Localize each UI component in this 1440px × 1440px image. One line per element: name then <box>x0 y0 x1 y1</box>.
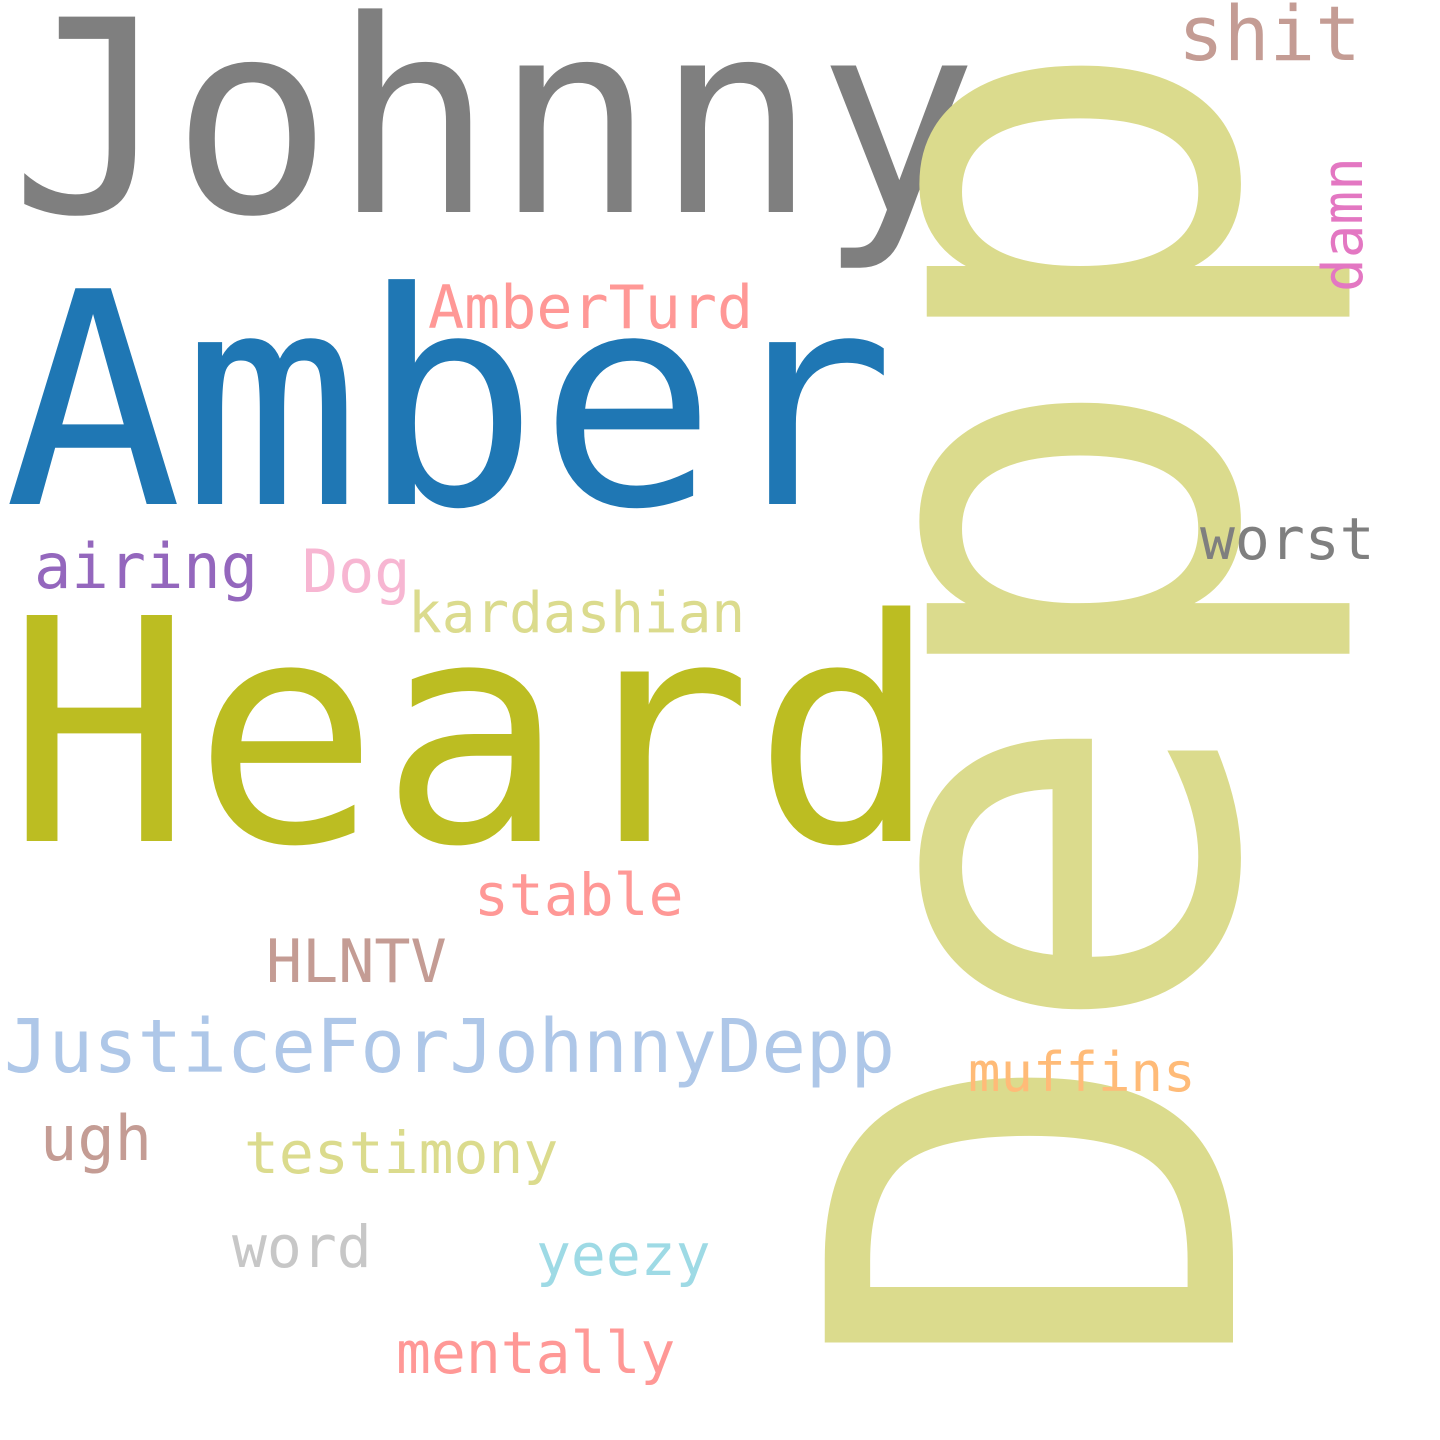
word-mentally: mentally <box>396 1319 676 1387</box>
word-stable: stable <box>474 861 684 929</box>
word-shit: shit <box>1178 0 1362 78</box>
word-depp: Depp <box>714 31 1366 1380</box>
word-testimony: testimony <box>244 1119 559 1187</box>
word-heard: Heard <box>6 554 940 915</box>
word-airing: airing <box>34 530 258 603</box>
word-amber: Amber <box>4 229 896 574</box>
word-worst: worst <box>1200 505 1375 573</box>
word-hlntv: HLNTV <box>266 927 447 997</box>
word-muffins: muffins <box>968 1041 1196 1104</box>
word-justiceforjohnnydepp: JusticeForJohnnyDepp <box>4 1004 896 1090</box>
word-dog: Dog <box>302 537 411 607</box>
word-kardashian: kardashian <box>408 581 746 646</box>
word-damn: damn <box>1311 157 1376 292</box>
word-yeezy: yeezy <box>536 1221 711 1289</box>
word-word: word <box>232 1213 372 1281</box>
word-johnny: Johnny <box>10 0 979 276</box>
word-amberturd: AmberTurd <box>428 273 754 343</box>
word-ugh: ugh <box>40 1102 152 1175</box>
